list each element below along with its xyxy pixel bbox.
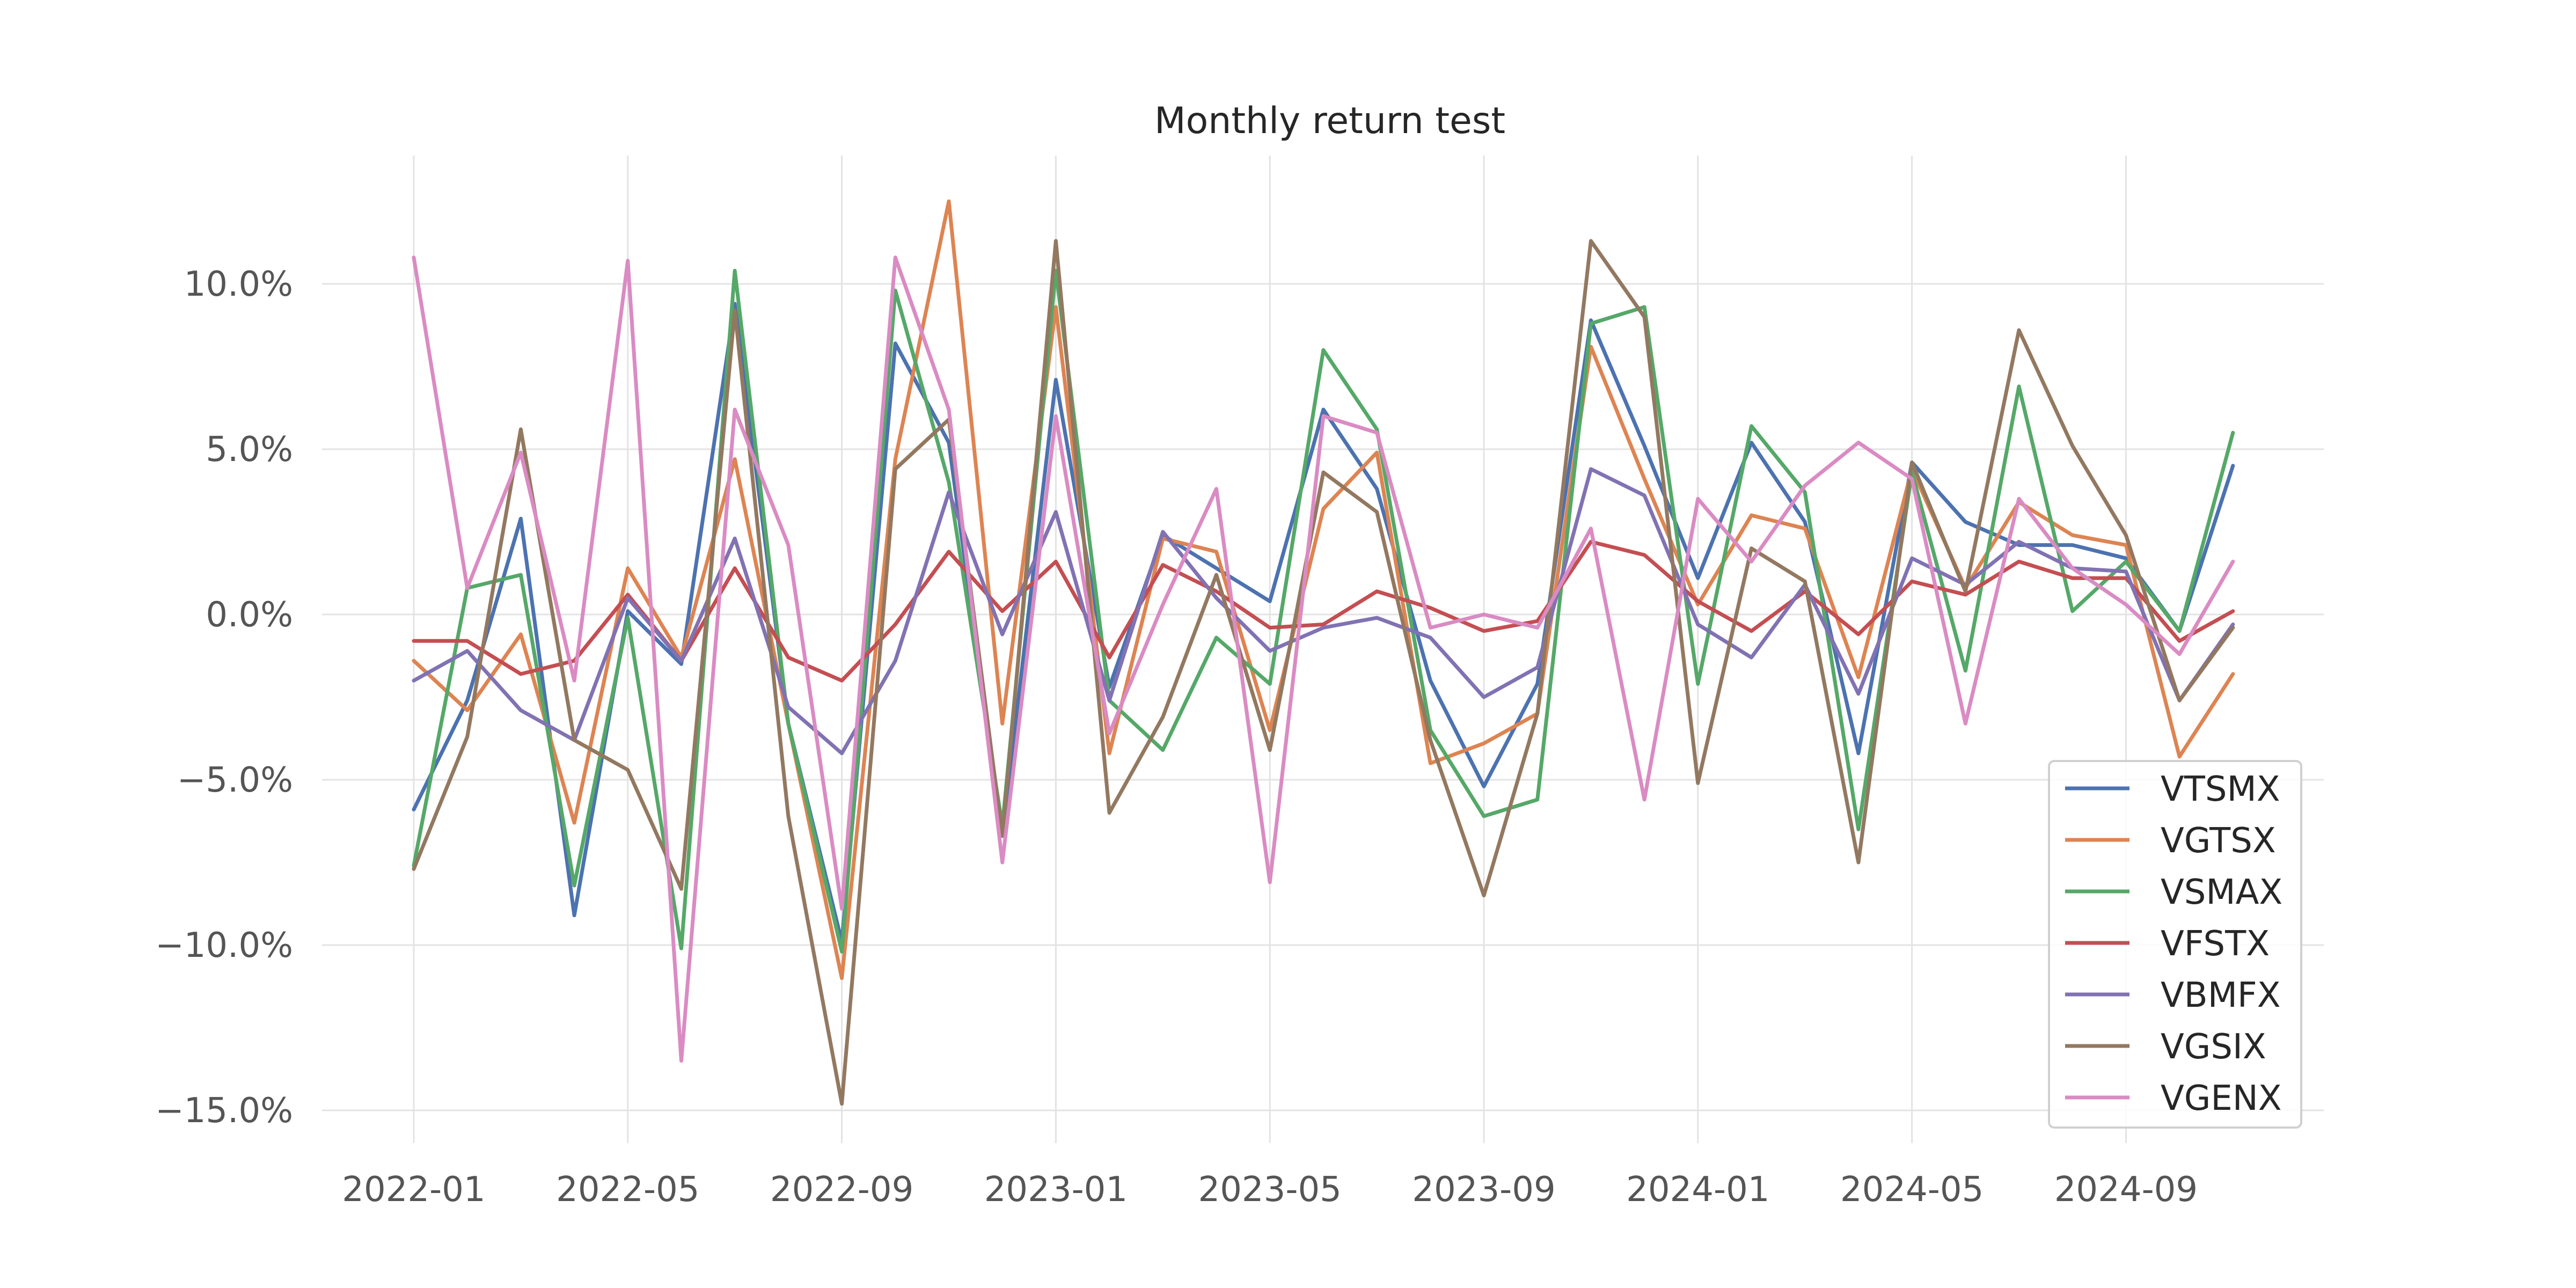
legend-label: VGSIX [2161,1027,2266,1067]
y-tick-label: 0.0% [206,595,293,635]
legend-label: VGTSX [2161,821,2276,861]
x-tick-label: 2024-05 [1840,1170,1984,1210]
series-lines [412,199,2235,1106]
y-tick-label: −5.0% [177,760,293,800]
series-line-vtsmx [412,302,2235,944]
legend-label: VGENX [2161,1079,2282,1118]
x-tick-label: 2024-01 [1626,1170,1769,1210]
x-tick-label: 2023-01 [984,1170,1128,1210]
x-tick-label: 2022-09 [770,1170,913,1210]
x-tick-label: 2022-05 [556,1170,699,1210]
series-line-vgenx [412,255,2235,1063]
legend: VTSMX VGTSX VSMAX VFSTX VBMFX VGSIX VGENX [2048,760,2302,1129]
legend-label: VTSMX [2161,770,2280,809]
series-line-vfstx [412,540,2235,683]
y-tick-label: −15.0% [155,1091,293,1131]
y-tick-label: 10.0% [184,265,293,304]
x-tick-label: 2023-05 [1198,1170,1341,1210]
axis-ticks: 10.0% 5.0% 0.0% −5.0% −10.0% −15.0% 2022-01 202… [155,265,2198,1210]
legend-label: VSMAX [2161,873,2282,912]
x-tick-label: 2023-09 [1412,1170,1555,1210]
x-tick-label: 2024-09 [2054,1170,2198,1210]
x-tick-label: 2022-01 [342,1170,485,1210]
chart-title: Monthly return test [1154,100,1505,142]
y-tick-label: −10.0% [155,926,293,965]
legend-box [2048,760,2302,1129]
legend-label: VBMFX [2161,976,2281,1015]
series-line-vgsix [412,239,2235,1106]
legend-label: VFSTX [2161,924,2270,964]
y-tick-label: 5.0% [206,430,293,470]
